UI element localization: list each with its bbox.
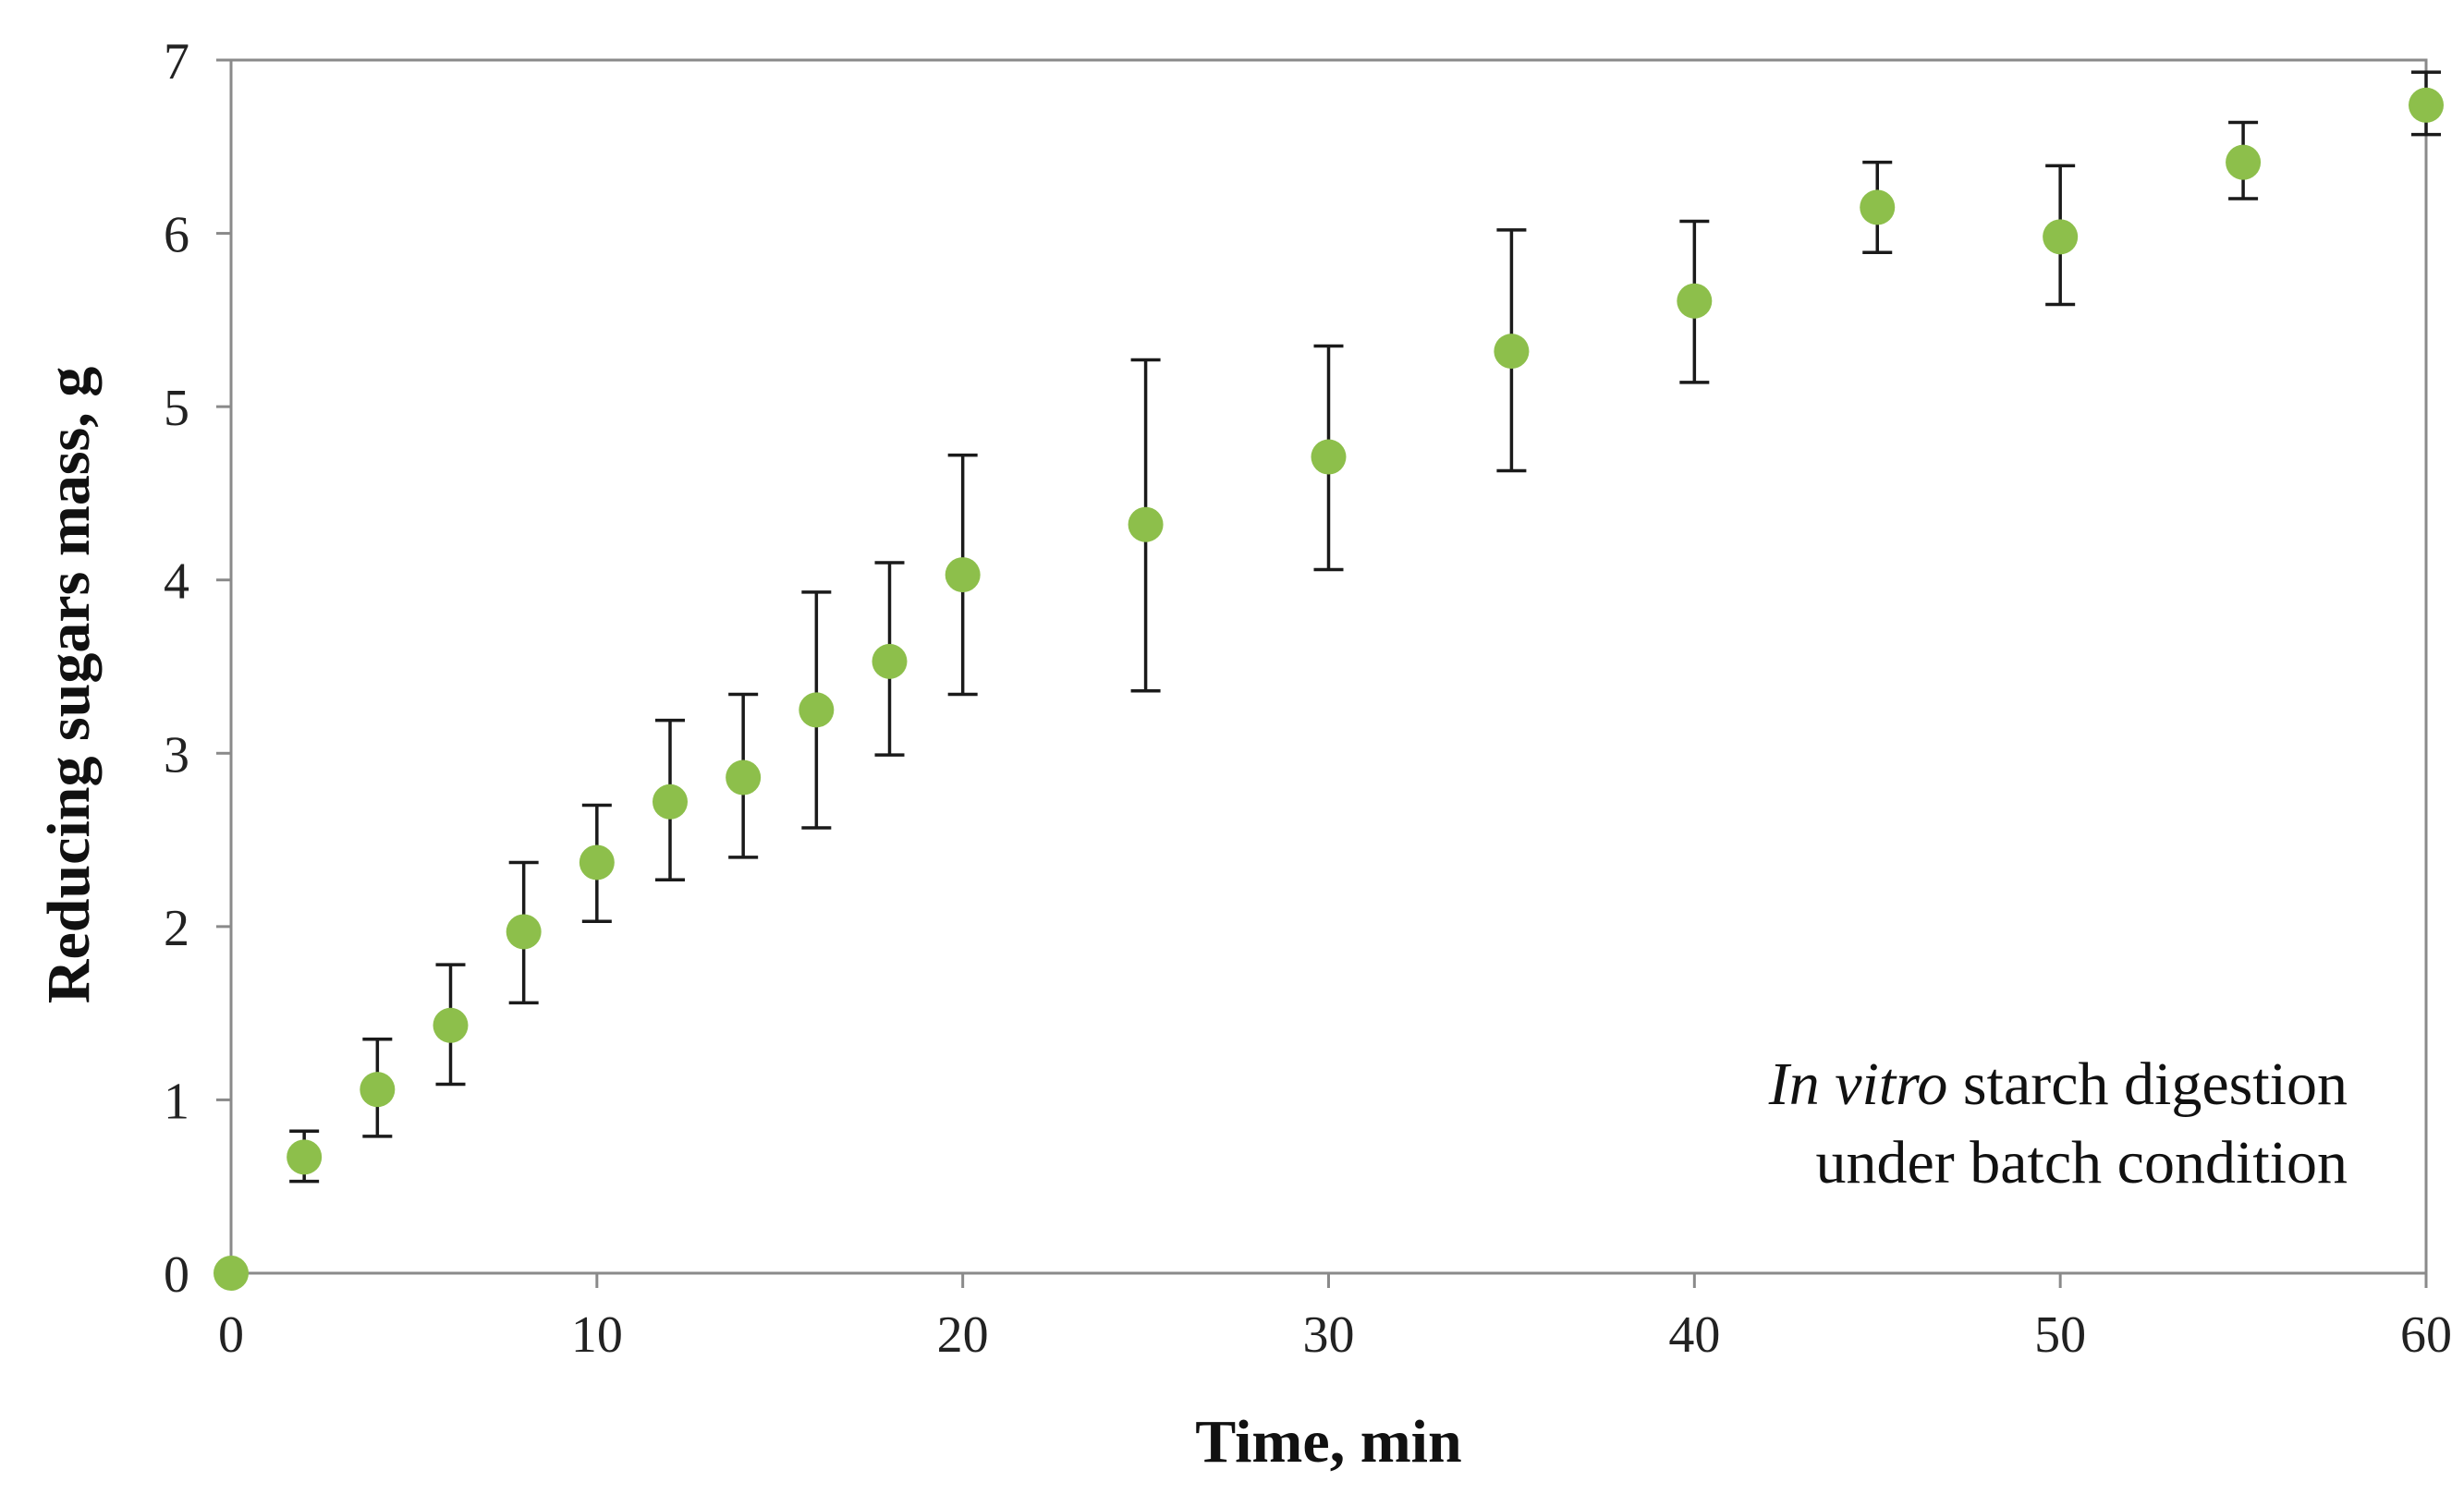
- x-axis-ticks: 0 10 20 30 40 50 60: [218, 1273, 2452, 1364]
- data-point: [1128, 506, 1164, 542]
- annotation-line-1: In vitro starch digestion: [1768, 1051, 2348, 1118]
- y-tick-label: 7: [164, 33, 189, 91]
- y-tick-label: 0: [164, 1246, 189, 1304]
- y-tick-label: 2: [164, 900, 189, 957]
- annotation-rest: starch digestion: [1947, 1051, 2348, 1118]
- x-tick-label: 20: [937, 1306, 989, 1364]
- data-point: [799, 692, 835, 728]
- data-point: [653, 783, 688, 820]
- y-tick-label: 6: [164, 207, 189, 264]
- data-point: [579, 844, 615, 881]
- x-tick-label: 10: [571, 1306, 623, 1364]
- data-point: [287, 1139, 323, 1175]
- y-tick-label: 3: [164, 726, 189, 783]
- y-tick-label: 4: [164, 553, 189, 611]
- y-axis-title: Reducing sugars mass, g: [35, 367, 103, 1003]
- data-point: [2043, 219, 2079, 255]
- annotation-italic: In vitro: [1768, 1051, 1948, 1118]
- data-point: [433, 1007, 469, 1043]
- data-point: [726, 759, 762, 796]
- data-point: [1860, 189, 1896, 225]
- x-tick-label: 50: [2034, 1306, 2086, 1364]
- data-point: [360, 1072, 396, 1108]
- data-point: [1311, 439, 1347, 475]
- data-point: [2409, 87, 2444, 123]
- x-tick-label: 0: [218, 1306, 244, 1364]
- y-tick-label: 1: [164, 1073, 189, 1130]
- y-axis-ticks: 0 1 2 3 4 5 6 7: [164, 33, 231, 1304]
- x-tick-label: 40: [1668, 1306, 1720, 1364]
- annotation-line-2: under batch condition: [1815, 1129, 2348, 1196]
- x-tick-label: 30: [1303, 1306, 1355, 1364]
- data-point: [945, 557, 981, 593]
- error-bars: [289, 70, 2441, 1184]
- x-axis-title: Time, min: [1195, 1408, 1461, 1476]
- data-point: [213, 1256, 249, 1291]
- data-point: [872, 643, 908, 679]
- data-points: [213, 87, 2444, 1291]
- data-point: [2226, 144, 2262, 180]
- data-point: [1677, 283, 1713, 319]
- y-tick-label: 5: [164, 380, 189, 437]
- data-point: [1494, 334, 1530, 370]
- data-point: [506, 914, 542, 950]
- x-tick-label: 60: [2400, 1306, 2452, 1364]
